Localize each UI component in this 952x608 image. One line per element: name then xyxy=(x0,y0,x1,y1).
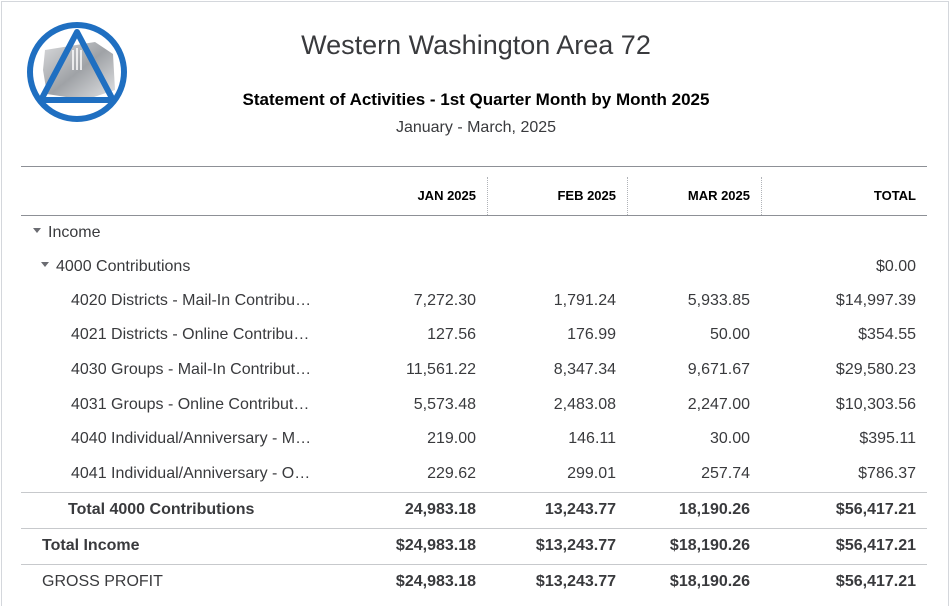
table-row[interactable]: 4031 Groups - Online Contribut… 5,573.48… xyxy=(21,388,927,422)
total-value[interactable]: $56,417.21 xyxy=(835,537,916,554)
contributions-group-total[interactable]: $0.00 xyxy=(875,258,916,275)
total-income-label[interactable]: Total Income xyxy=(42,537,140,554)
total-value[interactable]: $14,997.39 xyxy=(835,292,916,309)
account-label[interactable]: 4031 Groups - Online Contribut… xyxy=(71,396,310,413)
mar-value[interactable]: 2,247.00 xyxy=(687,396,750,413)
column-header-mar[interactable]: MAR 2025 xyxy=(687,188,750,203)
total-value[interactable]: $56,417.21 xyxy=(835,573,916,590)
column-header-feb[interactable]: FEB 2025 xyxy=(557,188,616,203)
total-value[interactable]: $354.55 xyxy=(858,326,916,343)
column-header-total[interactable]: TOTAL xyxy=(873,188,916,203)
table-row[interactable]: 4030 Groups - Mail-In Contribut… 11,561.… xyxy=(21,353,927,387)
total-value[interactable]: $10,303.56 xyxy=(835,396,916,413)
table-row[interactable]: 4040 Individual/Anniversary - M… 219.00 … xyxy=(21,422,927,456)
mar-value[interactable]: 9,671.67 xyxy=(687,361,750,378)
column-header-divider xyxy=(21,215,927,216)
total-contributions-label[interactable]: Total 4000 Contributions xyxy=(68,501,255,518)
mar-value[interactable]: $18,190.26 xyxy=(669,537,750,554)
total-value[interactable]: $786.37 xyxy=(858,465,916,482)
header-divider xyxy=(21,166,927,167)
organization-logo-icon xyxy=(27,22,127,122)
contributions-toggle[interactable]: 4000 Contributions xyxy=(41,250,190,284)
contributions-group-label: 4000 Contributions xyxy=(56,258,191,275)
table-row[interactable]: 4020 Districts - Mail-In Contribu… 7,272… xyxy=(21,284,927,318)
income-section-row[interactable]: Income xyxy=(21,216,927,250)
mar-value[interactable]: 5,933.85 xyxy=(687,292,750,309)
feb-value[interactable]: 176.99 xyxy=(567,326,616,343)
table-row[interactable]: 4041 Individual/Anniversary - O… 229.62 … xyxy=(21,457,927,491)
jan-value[interactable]: 24,983.18 xyxy=(404,501,476,518)
column-separator[interactable] xyxy=(487,177,488,215)
report-title: Statement of Activities - 1st Quarter Mo… xyxy=(242,90,710,109)
jan-value[interactable]: 229.62 xyxy=(427,465,476,482)
jan-value[interactable]: 5,573.48 xyxy=(413,396,476,413)
column-separator[interactable] xyxy=(761,177,762,215)
jan-value[interactable]: $24,983.18 xyxy=(395,537,476,554)
income-toggle[interactable]: Income xyxy=(33,216,100,250)
jan-value[interactable]: 127.56 xyxy=(427,326,476,343)
caret-down-icon xyxy=(33,228,41,234)
caret-down-icon xyxy=(41,262,49,268)
account-label[interactable]: 4030 Groups - Mail-In Contribut… xyxy=(71,361,312,378)
feb-value[interactable]: $13,243.77 xyxy=(535,537,616,554)
income-label: Income xyxy=(48,224,101,241)
subtotal-divider xyxy=(21,492,927,493)
jan-value[interactable]: $24,983.18 xyxy=(395,573,476,590)
report-date-range: January - March, 2025 xyxy=(395,119,557,136)
contributions-group-row[interactable]: 4000 Contributions $0.00 xyxy=(21,250,927,284)
mar-value[interactable]: 30.00 xyxy=(709,430,750,447)
feb-value[interactable]: 8,347.34 xyxy=(553,361,616,378)
mar-value[interactable]: $18,190.26 xyxy=(669,573,750,590)
total-value[interactable]: $56,417.21 xyxy=(835,501,916,518)
gross-profit-divider xyxy=(21,564,927,565)
jan-value[interactable]: 7,272.30 xyxy=(413,292,476,309)
total-value[interactable]: $29,580.23 xyxy=(835,361,916,378)
jan-value[interactable]: 11,561.22 xyxy=(406,361,476,378)
gross-profit-row[interactable]: GROSS PROFIT $24,983.18 $13,243.77 $18,1… xyxy=(21,565,927,599)
feb-value[interactable]: $13,243.77 xyxy=(535,573,616,590)
mar-value[interactable]: 257.74 xyxy=(701,465,750,482)
total-value[interactable]: $395.11 xyxy=(859,430,916,447)
total-income-divider xyxy=(21,528,927,529)
feb-value[interactable]: 1,791.24 xyxy=(553,292,616,309)
mar-value[interactable]: 18,190.26 xyxy=(678,501,750,518)
column-separator[interactable] xyxy=(627,177,628,215)
feb-value[interactable]: 299.01 xyxy=(567,465,616,482)
account-label[interactable]: 4020 Districts - Mail-In Contribu… xyxy=(71,292,312,309)
jan-value[interactable]: 219.00 xyxy=(427,430,476,447)
feb-value[interactable]: 2,483.08 xyxy=(553,396,616,413)
total-contributions-row[interactable]: Total 4000 Contributions 24,983.18 13,24… xyxy=(21,493,927,527)
mar-value[interactable]: 50.00 xyxy=(709,326,750,343)
column-header-jan[interactable]: JAN 2025 xyxy=(417,188,476,203)
account-label[interactable]: 4021 Districts - Online Contribu… xyxy=(71,326,310,343)
account-label[interactable]: 4040 Individual/Anniversary - M… xyxy=(71,430,312,447)
total-income-row[interactable]: Total Income $24,983.18 $13,243.77 $18,1… xyxy=(21,529,927,563)
company-name: Western Washington Area 72 xyxy=(301,30,651,60)
table-row[interactable]: 4021 Districts - Online Contribu… 127.56… xyxy=(21,318,927,352)
feb-value[interactable]: 146.11 xyxy=(568,430,616,447)
gross-profit-label[interactable]: GROSS PROFIT xyxy=(42,573,163,590)
feb-value[interactable]: 13,243.77 xyxy=(544,501,616,518)
account-label[interactable]: 4041 Individual/Anniversary - O… xyxy=(71,465,311,482)
